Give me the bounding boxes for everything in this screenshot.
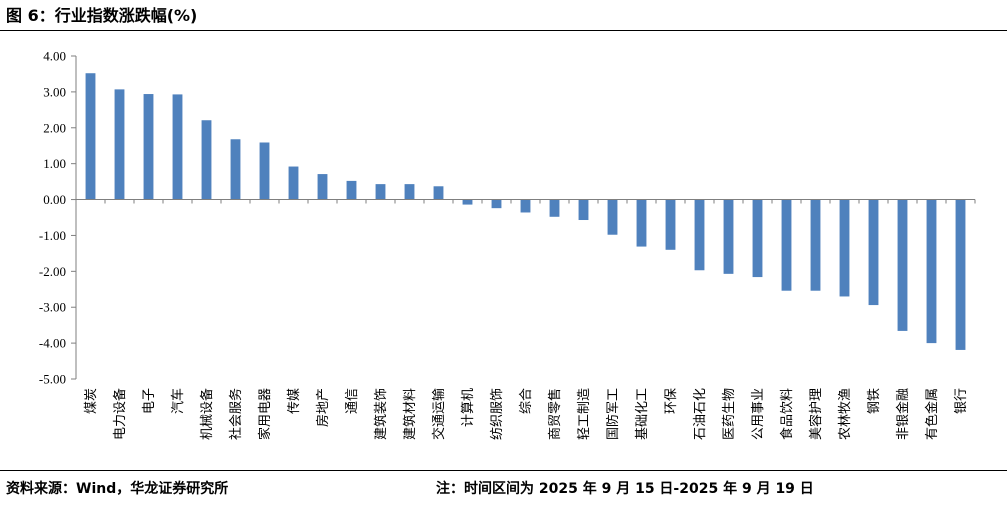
bar-7 — [259, 142, 270, 200]
category-labels: 煤炭 电力设备 电子 汽车 机械设备 社会服务 家用电器 传媒 房地产 通信 建筑装饰 建筑材料 交通运… — [84, 388, 969, 440]
bar-6 — [230, 139, 241, 200]
bar-4 — [172, 94, 183, 200]
category-label: 银行 — [954, 388, 969, 414]
figure-title: 图 6：行业指数涨跌幅(%) — [6, 6, 198, 25]
category-label: 房地产 — [315, 388, 331, 427]
bar-23 — [723, 199, 734, 274]
bar-30 — [926, 199, 937, 344]
bar-27 — [839, 199, 850, 297]
category-label: 汽车 — [170, 388, 186, 414]
bars — [85, 73, 966, 350]
category-label: 电力设备 — [112, 388, 128, 440]
category-label: 机械设备 — [199, 388, 215, 440]
bar-26 — [810, 199, 821, 291]
top-rule — [0, 30, 1007, 31]
period-note: 注：时间区间为 2025 年 9 月 15 日-2025 年 9 月 19 日 — [436, 481, 814, 497]
bar-29 — [897, 199, 908, 331]
bar-25 — [781, 199, 792, 291]
y-tick-label: -3.00 — [39, 300, 66, 315]
bar-9 — [317, 174, 328, 200]
y-tick-label: -1.00 — [39, 228, 66, 243]
bar-1 — [85, 73, 96, 200]
y-tick-label: 4.00 — [43, 49, 66, 64]
y-tick-label: -5.00 — [39, 372, 66, 387]
bar-14 — [462, 199, 473, 205]
bar-15 — [491, 199, 502, 209]
bar-28 — [868, 199, 879, 306]
bar-24 — [752, 199, 763, 278]
category-label: 计算机 — [461, 388, 476, 427]
category-label: 食品饮料 — [779, 388, 795, 440]
y-tick-label: -2.00 — [39, 264, 66, 279]
category-label: 建筑装饰 — [373, 388, 389, 440]
category-label: 交通运输 — [431, 388, 447, 440]
category-label: 有色金属 — [924, 388, 940, 440]
category-label: 钢铁 — [867, 388, 882, 414]
source-note: 资料来源：Wind，华龙证券研究所 — [6, 481, 229, 497]
bar-22 — [694, 199, 705, 271]
y-tick-label: -4.00 — [39, 336, 66, 351]
category-label: 石油石化 — [693, 388, 708, 440]
bar-11 — [375, 184, 386, 200]
category-label: 传媒 — [287, 388, 302, 414]
category-label: 美容护理 — [808, 388, 824, 440]
bar-2 — [114, 89, 125, 200]
bar-31 — [955, 199, 966, 350]
category-label: 轻工制造 — [577, 388, 592, 440]
category-label: 商贸零售 — [547, 388, 563, 440]
bar-19 — [607, 199, 618, 235]
category-label: 家用电器 — [257, 388, 273, 440]
bar-13 — [433, 186, 444, 200]
bar-20 — [636, 199, 647, 247]
category-label: 煤炭 — [84, 388, 99, 414]
category-label: 电子 — [142, 388, 157, 414]
bar-18 — [578, 199, 589, 221]
category-label: 国防军工 — [605, 388, 621, 440]
category-label: 医药生物 — [722, 388, 737, 440]
category-label: 通信 — [345, 388, 360, 414]
category-label: 基础化工 — [635, 388, 650, 440]
x-axis — [75, 199, 976, 204]
y-tick-label: 2.00 — [43, 120, 66, 135]
bar-3 — [143, 94, 154, 200]
category-label: 公用事业 — [751, 388, 766, 440]
category-label: 建筑材料 — [402, 388, 418, 440]
category-label: 社会服务 — [228, 388, 244, 440]
category-label: 非银金融 — [895, 388, 911, 440]
bar-16 — [520, 199, 531, 213]
category-label: 纺织服饰 — [490, 388, 505, 440]
y-tick-label: 1.00 — [43, 156, 66, 171]
bar-12 — [404, 184, 415, 200]
bar-8 — [288, 166, 299, 200]
bar-10 — [346, 180, 357, 200]
y-tick-label: 0.00 — [43, 192, 66, 207]
category-label: 综合 — [519, 388, 534, 414]
bar-21 — [665, 199, 676, 250]
industry-returns-bar-chart: 4.00 3.00 2.00 1.00 0.00 -1.00 -2.00 -3.00 -4.00… — [39, 49, 976, 440]
bar-17 — [549, 199, 560, 217]
bottom-rule — [0, 470, 1007, 471]
category-label: 农林牧渔 — [838, 388, 853, 440]
category-label: 环保 — [664, 388, 679, 414]
bar-5 — [201, 120, 212, 200]
y-axis: 4.00 3.00 2.00 1.00 0.00 -1.00 -2.00 -3.00 -4.00… — [39, 49, 77, 387]
y-tick-label: 3.00 — [43, 84, 66, 99]
